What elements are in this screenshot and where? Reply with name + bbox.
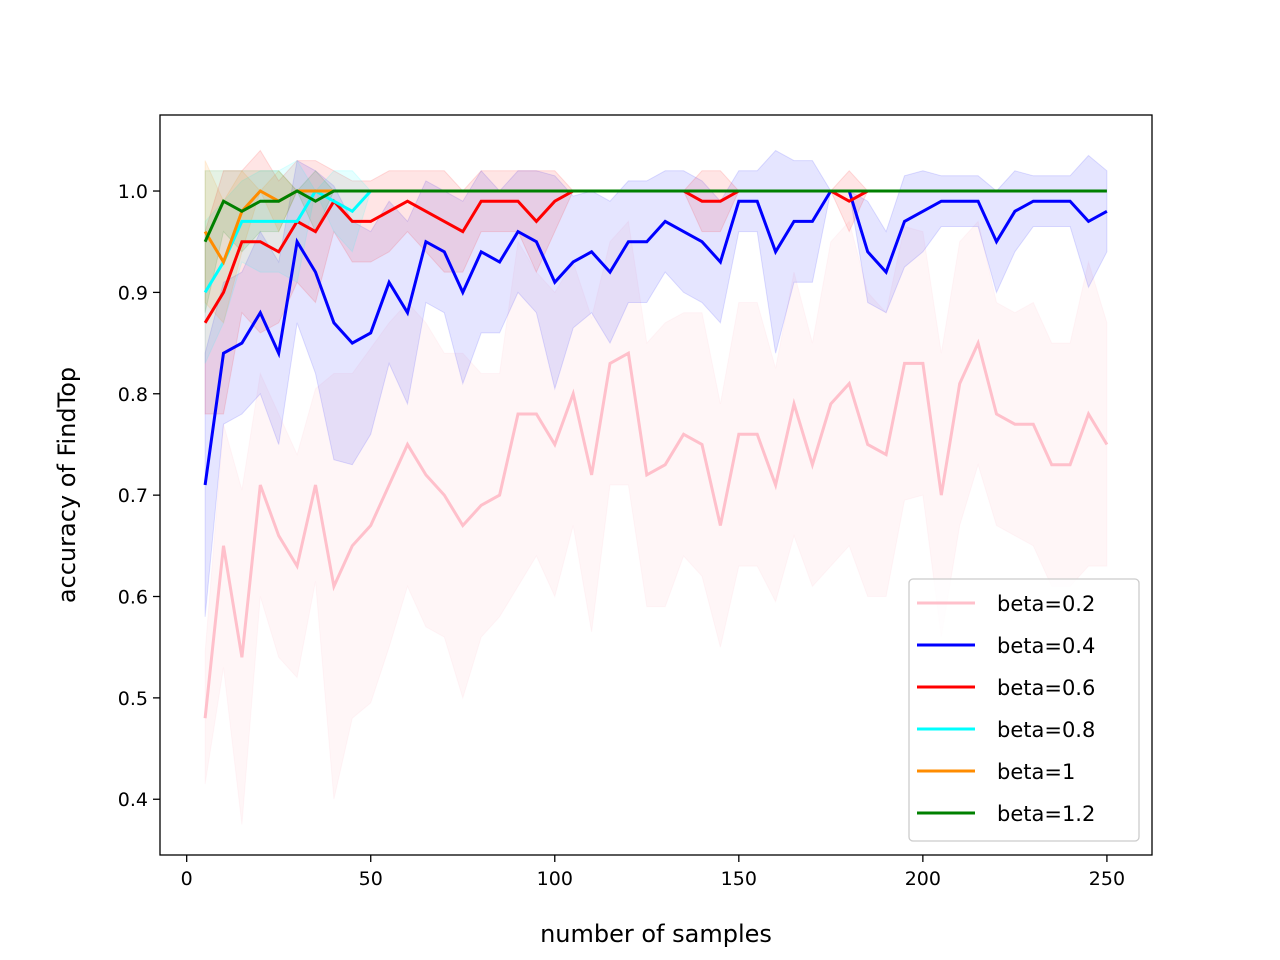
x-tick-label: 100 <box>537 868 573 890</box>
y-tick-label: 0.4 <box>118 789 148 811</box>
series-line-beta-0-4 <box>203 189 1108 486</box>
series-line-beta-0-8 <box>203 188 372 294</box>
legend-label-beta-0-2: beta=0.2 <box>997 592 1095 616</box>
legend-label-beta-0-4: beta=0.4 <box>997 634 1095 658</box>
y-tick-label: 1.0 <box>118 181 148 203</box>
y-axis-label: accuracy of FindTop <box>53 367 81 603</box>
series-lines <box>203 188 1109 719</box>
plot-frame <box>159 114 1153 856</box>
x-tick-label: 50 <box>359 868 383 890</box>
x-tick-label: 150 <box>721 868 757 890</box>
series-line-beta-1 <box>203 189 334 266</box>
x-tick-label: 0 <box>181 868 193 890</box>
x-tick-label: 250 <box>1089 868 1125 890</box>
y-tick-label: 0.9 <box>118 282 148 304</box>
band-beta-0-6 <box>204 149 869 415</box>
series-line-beta-0-2 <box>203 338 1109 719</box>
y-tick-label: 0.7 <box>118 485 148 507</box>
y-axis-ticks: 0.4 0.5 0.6 0.7 0.8 0.9 1.0 <box>118 181 160 811</box>
x-axis-ticks: 0 50 100 150 200 250 <box>181 855 1125 890</box>
series-line-beta-1-2 <box>203 189 1107 243</box>
legend-label-beta-1-2: beta=1.2 <box>997 802 1095 826</box>
y-tick-label: 0.5 <box>118 688 148 710</box>
legend: beta=0.2 beta=0.4 beta=0.6 beta=0.8 beta=1 be… <box>908 578 1140 842</box>
x-axis-label: number of samples <box>540 920 772 948</box>
y-tick-label: 0.6 <box>118 587 148 609</box>
legend-label-beta-0-6: beta=0.6 <box>997 676 1095 700</box>
legend-label-beta-0-8: beta=0.8 <box>997 718 1095 742</box>
band-beta-0-2 <box>204 220 1108 825</box>
x-tick-label: 200 <box>905 868 941 890</box>
legend-label-beta-1: beta=1 <box>997 760 1075 784</box>
y-tick-label: 0.8 <box>118 384 148 406</box>
